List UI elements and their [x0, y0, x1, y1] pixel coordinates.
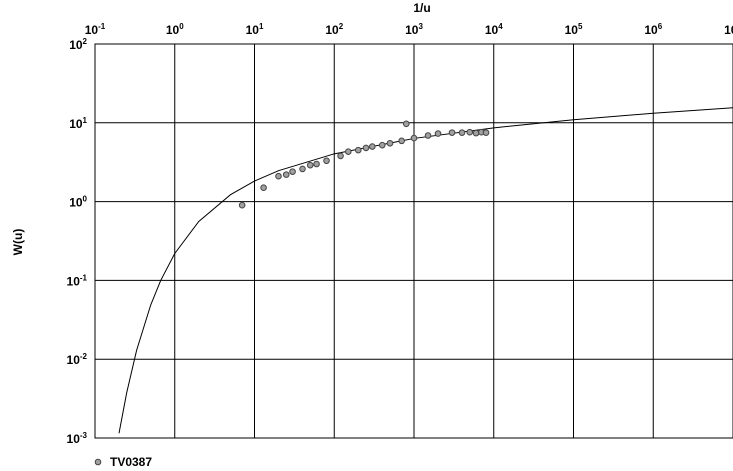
- data-point: [337, 152, 344, 160]
- tick-base: 10: [325, 23, 339, 37]
- data-point: [289, 168, 296, 175]
- tick-exponent: 1: [259, 22, 264, 31]
- y-tick-label: 100: [69, 195, 87, 210]
- data-point: [378, 141, 386, 149]
- tick-base: 10: [69, 196, 83, 210]
- tick-base: 10: [724, 23, 733, 37]
- data-point: [466, 128, 474, 136]
- y-tick-label: 10-3: [67, 431, 88, 446]
- data-point: [410, 134, 418, 142]
- tick-exponent: 2: [339, 22, 344, 31]
- x-tick-label: 105: [565, 22, 583, 37]
- tick-exponent: 4: [498, 22, 503, 31]
- tick-exponent: 5: [578, 22, 583, 31]
- y-tick-label: 10-2: [67, 352, 88, 367]
- y-tick-label: 101: [69, 116, 87, 131]
- data-point: [323, 157, 330, 165]
- tick-base: 10: [565, 23, 579, 37]
- y-axis-label: W(u): [11, 229, 25, 256]
- tick-exponent: 1: [83, 116, 88, 125]
- x-tick-label: 107: [724, 22, 733, 37]
- data-point: [369, 143, 376, 150]
- x-tick-label: 104: [485, 22, 503, 37]
- tick-base: 10: [67, 274, 81, 288]
- tick-base: 10: [67, 432, 81, 446]
- tick-base: 10: [85, 23, 99, 37]
- y-tick-label: 102: [69, 37, 87, 52]
- y-tick-label: 10-1: [67, 273, 88, 288]
- tick-exponent: 0: [83, 195, 88, 204]
- x-tick-label: 100: [166, 22, 184, 37]
- tick-exponent: 2: [83, 37, 88, 46]
- tick-base: 10: [485, 23, 499, 37]
- data-point: [424, 132, 432, 139]
- data-point: [354, 146, 362, 154]
- data-point: [275, 172, 282, 180]
- x-tick-label: 10-1: [85, 22, 106, 37]
- tick-base: 10: [69, 117, 83, 131]
- tick-exponent: -2: [80, 352, 88, 361]
- data-point: [306, 161, 314, 169]
- data-point: [434, 130, 442, 137]
- data-point: [448, 129, 456, 136]
- tick-base: 10: [67, 353, 81, 367]
- tick-exponent: -3: [80, 431, 88, 440]
- x-tick-label: 101: [246, 22, 264, 37]
- data-point: [362, 144, 370, 152]
- tick-exponent: 0: [179, 22, 184, 31]
- x-tick-label: 102: [325, 22, 343, 37]
- data-point: [472, 129, 480, 137]
- tick-base: 10: [166, 23, 180, 37]
- tick-base: 10: [246, 23, 260, 37]
- data-point: [260, 184, 267, 192]
- x-tick-label: 103: [405, 22, 423, 37]
- data-point: [398, 137, 405, 145]
- x-tick-label: 106: [644, 22, 662, 37]
- data-point: [458, 129, 466, 136]
- legend-label: TV0387: [110, 455, 152, 469]
- type-curve: [118, 107, 733, 434]
- data-point: [482, 129, 490, 136]
- tick-exponent: -1: [98, 22, 106, 31]
- tick-base: 10: [644, 23, 658, 37]
- legend-marker: [94, 458, 102, 466]
- data-point: [386, 139, 394, 147]
- data-point: [238, 201, 246, 209]
- data-point: [282, 171, 290, 178]
- data-point: [299, 165, 306, 173]
- tick-base: 10: [405, 23, 419, 37]
- tick-exponent: 6: [658, 22, 663, 31]
- tick-exponent: 3: [418, 22, 423, 31]
- data-point: [313, 160, 320, 168]
- tick-exponent: -1: [80, 273, 88, 282]
- data-point: [402, 120, 410, 128]
- x-axis-label: 1/u: [413, 1, 430, 15]
- tick-base: 10: [69, 38, 83, 52]
- data-point: [344, 148, 352, 155]
